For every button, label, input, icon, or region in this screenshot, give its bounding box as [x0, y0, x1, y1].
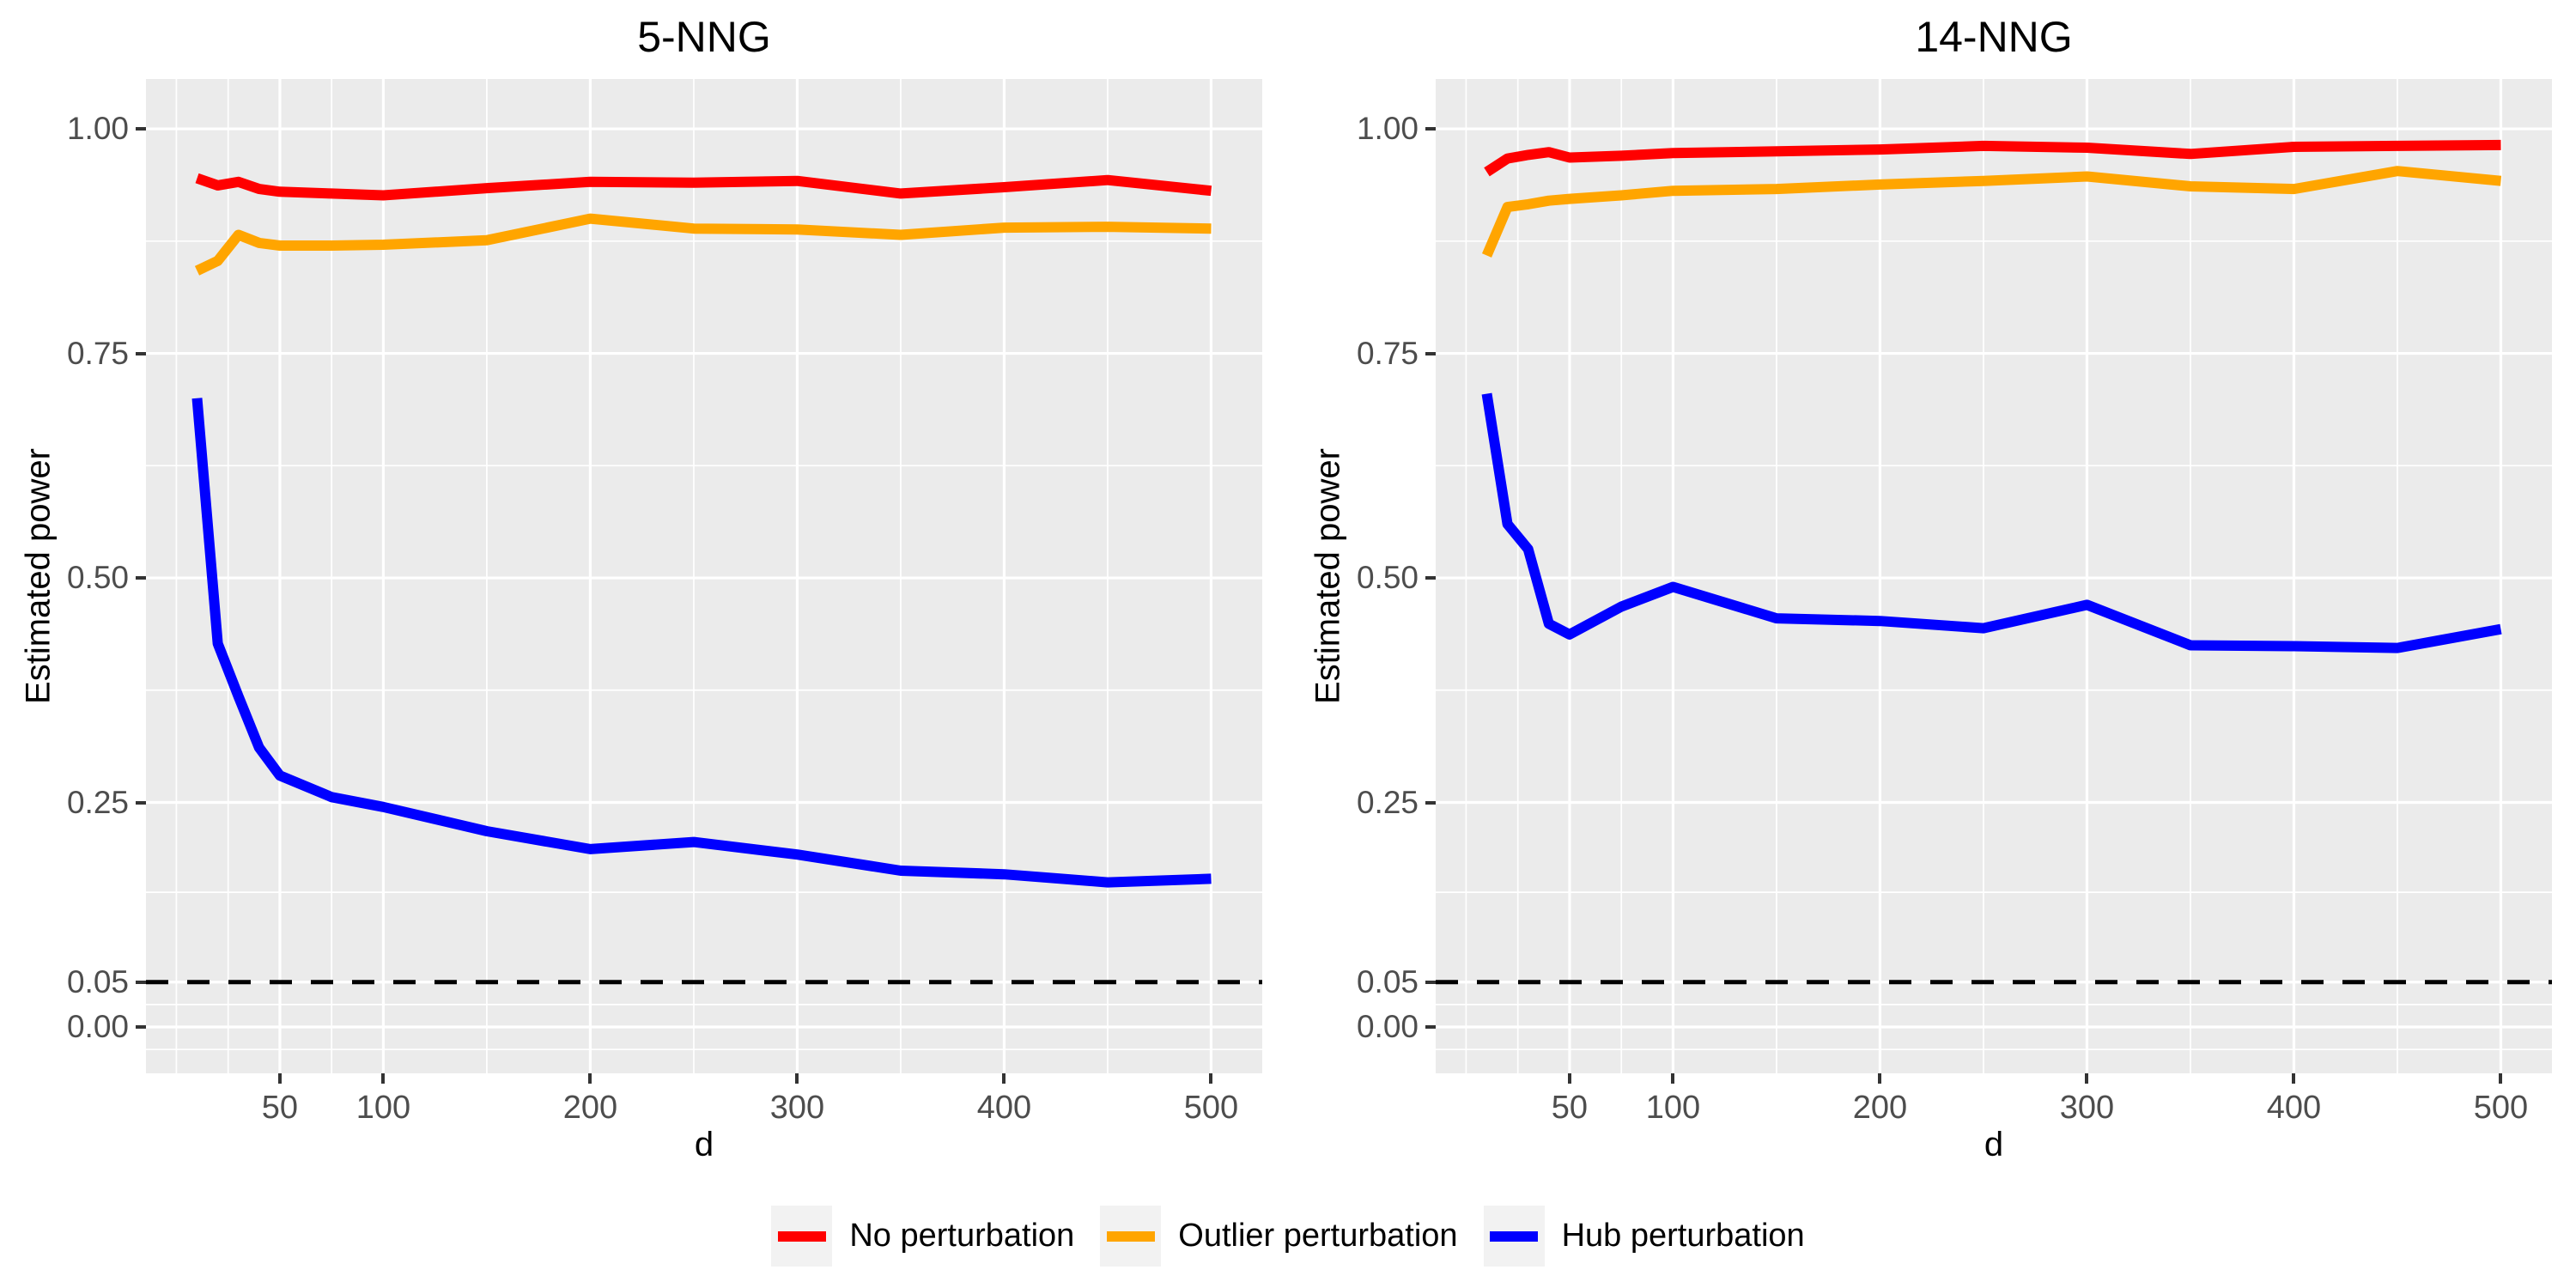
- x-tick-label: 500: [1183, 1090, 1239, 1126]
- legend-item-no-perturbation: No perturbation: [771, 1206, 1074, 1267]
- x-tick-label: 300: [769, 1090, 825, 1126]
- y-tick-label: 0.00: [1356, 1009, 1419, 1045]
- y-tick-mark: [1425, 127, 1436, 131]
- panel-title-14nng: 14-NNG: [1915, 13, 2073, 61]
- panel-title-5nng: 5-NNG: [637, 13, 771, 61]
- legend-label: Outlier perturbation: [1178, 1218, 1458, 1254]
- legend-item-outlier-perturbation: Outlier perturbation: [1100, 1206, 1458, 1267]
- x-tick-label: 200: [1852, 1090, 1908, 1126]
- series-line-outlier-perturbation: [1481, 166, 2502, 258]
- x-tick-label: 50: [1551, 1090, 1589, 1126]
- y-tick-mark: [136, 127, 146, 131]
- x-tick-mark: [381, 1073, 386, 1084]
- x-tick-mark: [277, 1073, 282, 1084]
- y-tick-mark: [1425, 980, 1436, 984]
- y-tick-label: 0.25: [1356, 784, 1419, 820]
- y-tick-label: 0.75: [66, 335, 129, 371]
- x-tick-label: 300: [2059, 1090, 2115, 1126]
- y-tick-mark: [136, 980, 146, 984]
- x-tick-mark: [2499, 1073, 2503, 1084]
- plot-panel-14-NNG: [1436, 79, 2552, 1073]
- orange-line-swatch-icon: [1106, 1230, 1155, 1242]
- y-tick-mark: [136, 800, 146, 805]
- x-tick-label: 200: [562, 1090, 618, 1126]
- x-tick-label: 100: [355, 1090, 411, 1126]
- panel-background: [1436, 79, 2552, 1073]
- x-tick-label: 500: [2473, 1090, 2529, 1126]
- x-tick-label: 100: [1645, 1090, 1701, 1126]
- series-line-no-perturbation: [1484, 139, 2501, 177]
- y-tick-label: 0.25: [66, 784, 129, 820]
- x-tick-mark: [1878, 1073, 1882, 1084]
- x-axis-title-left: d: [694, 1126, 714, 1163]
- legend-key-hub-perturbation: [1483, 1206, 1545, 1267]
- x-tick-mark: [588, 1073, 592, 1084]
- y-tick-mark: [1425, 1025, 1436, 1030]
- y-tick-label: 1.00: [1356, 111, 1419, 147]
- x-tick-mark: [2085, 1073, 2089, 1084]
- y-tick-mark: [1425, 351, 1436, 355]
- x-tick-mark: [1567, 1073, 1571, 1084]
- y-tick-mark: [136, 576, 146, 580]
- y-tick-label: 0.05: [66, 963, 129, 999]
- x-tick-label: 400: [2266, 1090, 2322, 1126]
- series-line-hub-perturbation: [1481, 392, 2502, 653]
- x-tick-mark: [1209, 1073, 1213, 1084]
- y-tick-mark: [136, 1025, 146, 1030]
- x-tick-mark: [1671, 1073, 1675, 1084]
- y-tick-mark: [136, 351, 146, 355]
- legend-item-hub-perturbation: Hub perturbation: [1483, 1206, 1805, 1267]
- legend-label: No perturbation: [849, 1218, 1075, 1254]
- y-tick-label: 0.50: [1356, 560, 1419, 596]
- y-tick-label: 0.75: [1356, 335, 1419, 371]
- series-line-no-perturbation: [195, 173, 1212, 201]
- plot-panel-5-NNG: [146, 79, 1262, 1073]
- x-tick-label: 400: [976, 1090, 1032, 1126]
- y-tick-label: 0.05: [1356, 963, 1419, 999]
- series-line-outlier-perturbation: [194, 213, 1212, 276]
- legend-label: Hub perturbation: [1561, 1218, 1805, 1254]
- y-tick-label: 0.00: [66, 1009, 129, 1045]
- series-line-hub-perturbation: [191, 398, 1212, 888]
- y-tick-label: 0.50: [66, 560, 129, 596]
- x-tick-mark: [795, 1073, 799, 1084]
- y-tick-mark: [1425, 800, 1436, 805]
- x-tick-mark: [2292, 1073, 2296, 1084]
- y-tick-label: 1.00: [66, 111, 129, 147]
- legend: No perturbation Outlier perturbation Hub…: [0, 1206, 2576, 1267]
- y-tick-mark: [1425, 576, 1436, 580]
- x-axis-title-right: d: [1984, 1126, 2004, 1163]
- red-line-swatch-icon: [777, 1230, 826, 1242]
- blue-line-swatch-icon: [1490, 1230, 1539, 1242]
- legend-key-no-perturbation: [771, 1206, 833, 1267]
- x-tick-mark: [1002, 1073, 1006, 1084]
- legend-key-outlier-perturbation: [1100, 1206, 1162, 1267]
- x-tick-label: 50: [261, 1090, 299, 1126]
